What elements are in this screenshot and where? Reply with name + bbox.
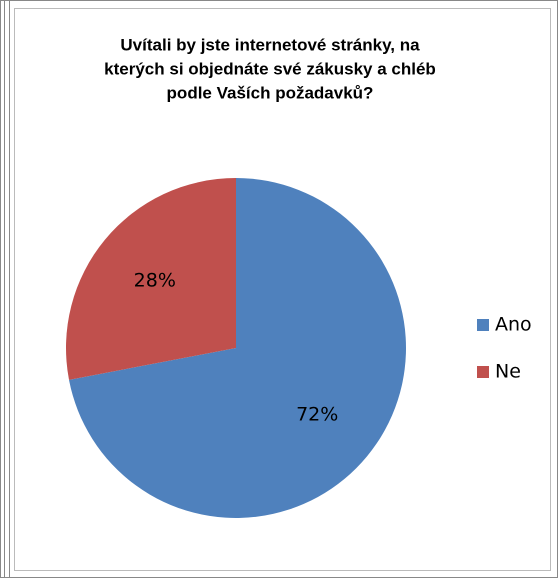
chart-title: podle Vaších požadavků? <box>167 83 374 102</box>
pie-slice <box>69 178 406 518</box>
pie-slice <box>66 178 236 380</box>
legend-label: Ne <box>495 361 521 383</box>
data-label: 28% <box>134 269 176 291</box>
chart-title: Uvítali by jste internetové stránky, na <box>120 35 420 54</box>
legend-swatch <box>477 319 489 331</box>
data-label: 72% <box>296 404 338 426</box>
legend-swatch <box>477 366 489 378</box>
chart-title: kterých si objednáte své zákusky a chléb <box>104 59 436 78</box>
legend-label: Ano <box>495 314 532 336</box>
plot-frame <box>14 8 551 571</box>
